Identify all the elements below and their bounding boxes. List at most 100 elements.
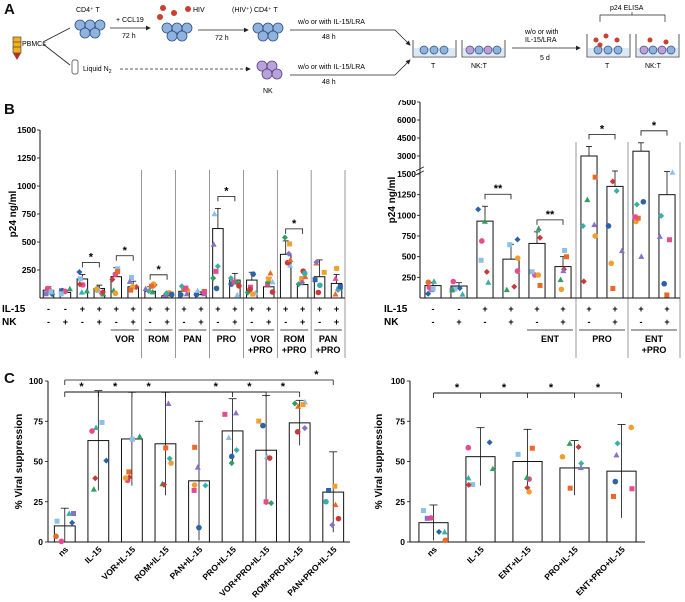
- data-point: [511, 283, 518, 290]
- significance-bracket: [149, 274, 168, 280]
- data-point: [450, 278, 457, 285]
- y-tick-label: 3000: [397, 151, 416, 161]
- data-point: [613, 187, 620, 194]
- data-point: [192, 444, 198, 450]
- panel-b-letter: B: [4, 101, 15, 118]
- hiv-cd4-label: (HIV⁺) CD4⁺ T: [232, 7, 278, 14]
- data-point: [93, 424, 100, 431]
- data-point: [489, 465, 496, 472]
- data-point: [233, 447, 240, 454]
- significance-bracket: [640, 130, 668, 136]
- data-point: [577, 464, 584, 471]
- liquid-n2-label: Liquid N2: [83, 66, 112, 75]
- hiv-virus-icon: [157, 5, 191, 20]
- y-tick-label: 500: [22, 237, 36, 247]
- il15-sign: -: [458, 304, 461, 314]
- time-48h-b: 48 h: [322, 79, 336, 86]
- group-label: ROM: [148, 334, 169, 344]
- data-point: [656, 233, 663, 239]
- data-point: [465, 474, 472, 481]
- significance-star: *: [600, 123, 605, 135]
- data-point: [285, 250, 292, 257]
- data-point: [465, 481, 472, 488]
- nk-sign: -: [47, 317, 50, 327]
- chart-C-right: % Viral suppression 0 25 50 75 100 ns IL-15 ENT+…: [374, 376, 645, 598]
- il15-sign: +: [80, 304, 85, 314]
- data-point: [618, 247, 625, 254]
- data-point: [69, 519, 76, 526]
- group-label: ROM: [284, 334, 305, 344]
- data-point: [196, 524, 202, 531]
- data-point: [475, 206, 482, 213]
- nk-sign: +: [334, 317, 339, 327]
- data-point: [612, 478, 619, 485]
- y-tick-label: 100: [391, 376, 405, 386]
- data-point: [658, 212, 665, 219]
- pbmc-label: PBMCs: [22, 41, 46, 48]
- significance-star: *: [214, 381, 219, 393]
- data-point: [103, 457, 110, 464]
- treatment-label-1: w/o or with IL-15/LRA: [297, 19, 365, 26]
- data-point: [232, 409, 239, 416]
- category-label: PRO+IL-15: [542, 544, 580, 582]
- data-point: [177, 291, 184, 298]
- il15-sign: +: [266, 304, 271, 314]
- y-tick-label: 1250: [397, 190, 416, 200]
- significance-star: *: [247, 381, 252, 393]
- data-point: [194, 287, 201, 293]
- data-point: [483, 268, 490, 275]
- data-point: [53, 533, 59, 540]
- data-point: [43, 291, 49, 297]
- il15-sign: -: [432, 304, 435, 314]
- data-point: [269, 289, 276, 295]
- nk-label: NK: [263, 88, 273, 95]
- y-tick-label: 250: [22, 265, 36, 275]
- data-point: [564, 254, 570, 260]
- data-point: [58, 291, 64, 297]
- data-point: [148, 283, 154, 289]
- nk-sign: -: [183, 317, 186, 327]
- data-point: [115, 269, 121, 275]
- data-point: [201, 289, 207, 295]
- data-point: [126, 474, 133, 481]
- data-point: [633, 201, 640, 208]
- bar: [76, 278, 89, 299]
- data-point: [145, 288, 152, 295]
- data-point: [210, 241, 217, 247]
- y-tick-label: 25: [396, 497, 406, 507]
- data-point: [610, 285, 616, 291]
- y-tick-label: 1250: [17, 153, 36, 163]
- group-label: +PRO: [248, 345, 273, 355]
- data-point: [442, 537, 449, 544]
- category-label: ns: [425, 544, 439, 558]
- data-point: [168, 460, 174, 466]
- data-point: [129, 436, 135, 442]
- nk-sign: -: [284, 317, 287, 327]
- data-point: [263, 499, 269, 505]
- data-point: [58, 538, 65, 545]
- nk-sign: +: [97, 317, 102, 327]
- data-point: [300, 402, 306, 408]
- significance-star: *: [652, 120, 657, 132]
- data-point: [535, 225, 542, 231]
- panel-a-letter: A: [4, 1, 15, 18]
- well-t-icon: [412, 40, 457, 58]
- data-point: [640, 199, 647, 205]
- data-point: [428, 515, 434, 521]
- panel-b-charts: p24 ng/ml 250 500 750 1000 1250 1500 - - - + + - + + + -…: [2, 100, 681, 358]
- data-point: [514, 268, 521, 274]
- data-point: [266, 276, 272, 282]
- data-point: [250, 291, 256, 297]
- data-point: [115, 266, 121, 272]
- treatment-label-2: w/o or with IL-15/LRA: [297, 64, 365, 71]
- group-label: PRO: [592, 334, 612, 344]
- nk-sign: -: [484, 317, 487, 327]
- data-point: [268, 500, 275, 507]
- data-point: [558, 286, 565, 293]
- data-point: [83, 287, 90, 294]
- data-point: [635, 215, 641, 221]
- data-point: [213, 285, 220, 292]
- y-tick-label: 1000: [17, 181, 36, 191]
- elisa-label: p24 ELISA: [610, 5, 644, 12]
- data-point: [126, 469, 132, 475]
